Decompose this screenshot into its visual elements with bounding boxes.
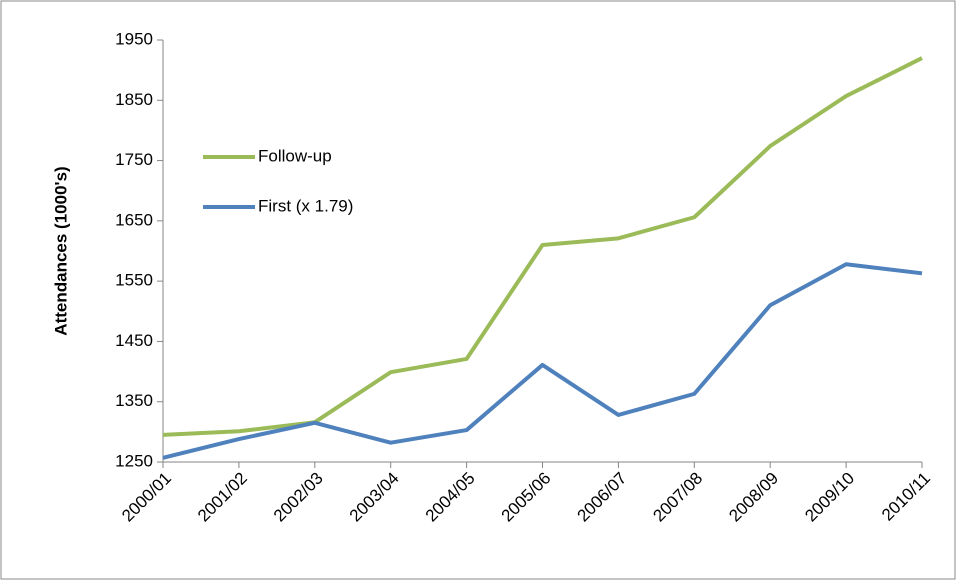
y-tick-label: 1650	[115, 210, 153, 229]
legend-label: First (x 1.79)	[258, 196, 353, 215]
y-tick-label: 1950	[115, 29, 153, 48]
y-tick-label: 1350	[115, 391, 153, 410]
y-tick-label: 1750	[115, 150, 153, 169]
y-tick-label: 1550	[115, 271, 153, 290]
y-tick-label: 1850	[115, 90, 153, 109]
series-line	[162, 56, 923, 437]
y-tick-label: 1250	[115, 451, 153, 470]
y-tick-label: 1450	[115, 331, 153, 350]
legend-label: Follow-up	[258, 146, 332, 165]
series-line	[162, 262, 923, 460]
y-axis-label: Attendances (1000's)	[51, 166, 70, 335]
